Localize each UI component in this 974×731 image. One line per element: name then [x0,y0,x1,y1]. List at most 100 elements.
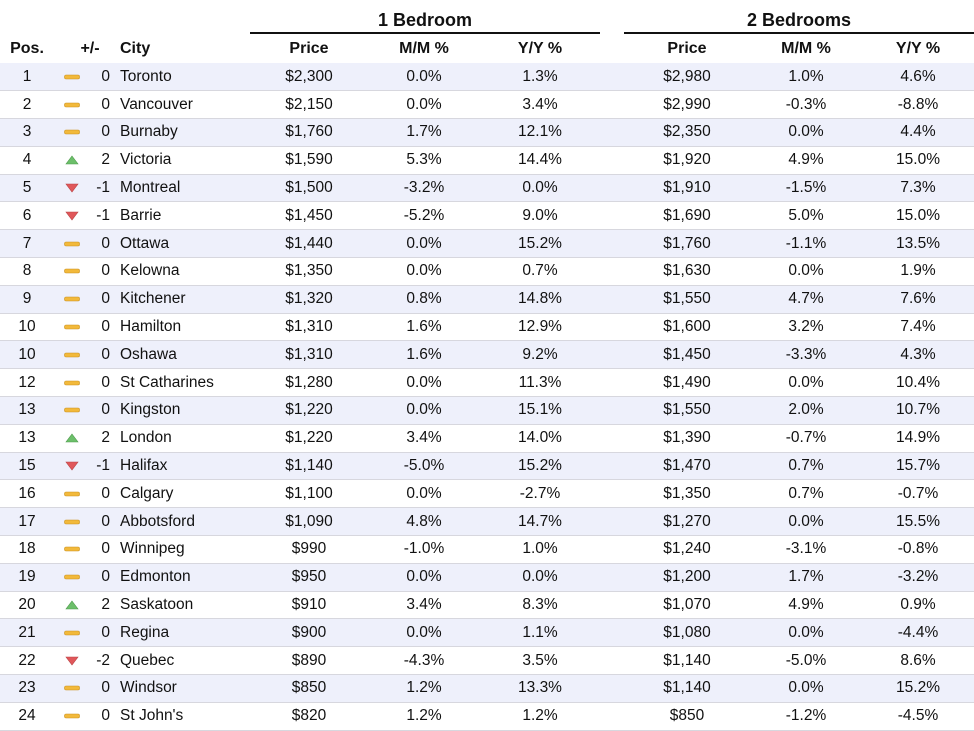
b2-mm-cell: 5.0% [750,201,862,231]
b2-mm-cell: -0.7% [750,424,862,453]
triangle-down-icon [65,183,79,193]
b2-mm-cell: -3.1% [750,535,862,564]
gap-cell [112,618,120,648]
pos-cell: 22 [0,646,54,676]
trend-icon-wrap [64,374,92,392]
b2-yy-cell: 4.3% [862,340,974,370]
b2-yy-cell: 4.4% [862,118,974,147]
b1-yy-cell: 12.1% [480,118,600,147]
b2-mm-cell: -1.5% [750,174,862,203]
b2-price-cell: $1,450 [624,340,750,370]
pos-cell: 23 [0,674,54,703]
pos-cell: 24 [0,702,54,731]
dash-icon-shape [64,686,80,691]
b1-yy-cell: 15.2% [480,452,600,481]
table-row: 4 2 Victoria $1,590 5.3% 14.4% $1,920 4.9% 15.0% [0,146,974,175]
gap-cell [112,63,120,92]
city-cell: Calgary [120,479,250,509]
column-header-1br-price: Price [289,40,329,57]
city-cell: Windsor [120,674,250,703]
b2-price-cell: $1,240 [624,535,750,564]
b1-price-cell: $1,310 [250,340,368,370]
b2-mm-cell: 3.2% [750,313,862,342]
change-value: 0 [101,67,110,85]
b1-mm-cell: 1.2% [368,702,480,731]
b1-yy-cell: 8.3% [480,591,600,620]
dash-icon-shape [64,296,80,302]
triangle-up-icon-shape [65,433,79,443]
triangle-up-icon [65,155,79,165]
b2-price-cell: $2,350 [624,118,750,147]
table-row: 17 0 Abbotsford $1,090 4.8% 14.7% $1,270 0.0% 15… [0,507,974,537]
b2-yy-cell: 15.2% [862,674,974,703]
change-value: 0 [101,95,110,113]
group-header-row: 1 Bedroom 2 Bedrooms [0,0,974,35]
b1-mm-cell: 5.3% [368,146,480,175]
trend-icon-wrap [64,679,92,697]
trend-icon-wrap [64,429,92,447]
city-cell: Kingston [120,396,250,425]
gap-cell [112,174,120,203]
gap-cell [112,90,120,120]
b2-price-cell: $2,980 [624,63,750,92]
gap-cell [600,674,624,703]
dash-icon-shape [64,269,80,274]
change-value: 0 [101,707,110,725]
dash-icon [64,713,80,719]
dash-icon [64,491,80,497]
change-value: 0 [101,401,110,419]
city-cell: Regina [120,618,250,648]
b1-mm-cell: -4.3% [368,646,480,676]
b2-mm-cell: -0.3% [750,90,862,120]
dash-icon-shape [64,630,80,636]
dash-icon-shape [64,408,80,413]
b2-mm-cell: 2.0% [750,396,862,425]
table-row: 7 0 Ottawa $1,440 0.0% 15.2% $1,760 -1.1% 13.5% [0,229,974,259]
table-row: 8 0 Kelowna $1,350 0.0% 0.7% $1,630 0.0% 1.9% [0,257,974,286]
gap-cell [112,507,120,537]
b2-mm-cell: -5.0% [750,646,862,676]
table-row: 13 2 London $1,220 3.4% 14.0% $1,390 -0.7% 14.9% [0,424,974,453]
b1-yy-cell: 0.0% [480,174,600,203]
b2-mm-cell: 0.7% [750,479,862,509]
dash-icon [64,686,80,691]
b1-mm-cell: 0.0% [368,90,480,120]
b1-mm-cell: 1.7% [368,118,480,147]
b2-yy-cell: -3.2% [862,563,974,592]
b1-price-cell: $1,450 [250,201,368,231]
b2-yy-cell: 10.7% [862,396,974,425]
gap-cell [112,229,120,259]
dash-icon-shape [64,130,80,135]
group-header-label: 2 Bedrooms [624,10,974,34]
gap-cell [112,118,120,147]
b1-price-cell: $1,100 [250,479,368,509]
dash-icon-shape [64,324,80,330]
table-row: 10 0 Hamilton $1,310 1.6% 12.9% $1,600 3.2% 7.4% [0,313,974,342]
trend-icon-wrap [64,707,92,725]
change-value: 0 [101,623,110,641]
table-row: 2 0 Vancouver $2,150 0.0% 3.4% $2,990 -0.3% -8.8… [0,90,974,120]
b1-yy-cell: -2.7% [480,479,600,509]
b1-price-cell: $1,090 [250,507,368,537]
dash-icon-shape [64,519,80,524]
b2-mm-cell: 1.7% [750,563,862,592]
city-cell: St Catharines [120,368,250,398]
gap-cell [600,63,624,92]
gap-cell [112,146,120,175]
change-value: 0 [101,512,110,530]
gap-cell [600,118,624,147]
b1-mm-cell: 0.0% [368,563,480,592]
b1-price-cell: $820 [250,702,368,731]
city-cell: Barrie [120,201,250,231]
b1-yy-cell: 3.5% [480,646,600,676]
triangle-up-icon [65,433,79,443]
trend-icon-wrap [64,485,92,503]
b2-mm-cell: -3.3% [750,340,862,370]
pos-cell: 19 [0,563,54,592]
city-cell: Hamilton [120,313,250,342]
pos-cell: 12 [0,368,54,398]
table-row: 20 2 Saskatoon $910 3.4% 8.3% $1,070 4.9% 0.9% [0,591,974,620]
b1-mm-cell: 0.0% [368,257,480,286]
b2-yy-cell: 15.7% [862,452,974,481]
table-row: 19 0 Edmonton $950 0.0% 0.0% $1,200 1.7% -3.2% [0,563,974,592]
